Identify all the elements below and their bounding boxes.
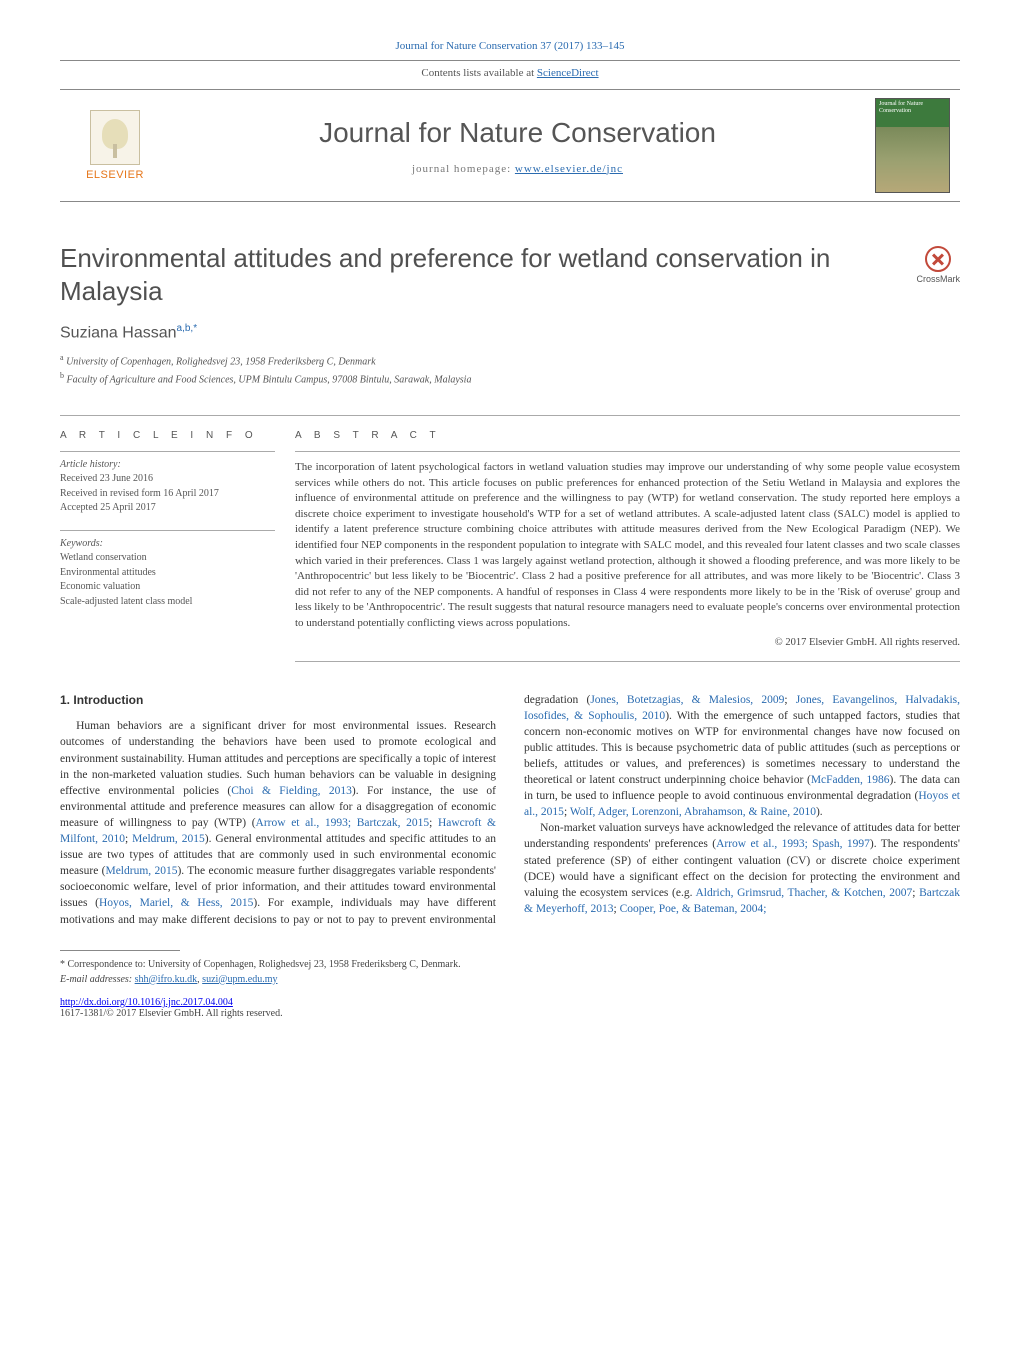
corr-text: Correspondence to: University of Copenha… [68, 959, 461, 970]
aff-marker-a: a [60, 353, 64, 362]
footnote-rule [60, 950, 180, 951]
cover-thumb-image [876, 127, 949, 192]
sciencedirect-link[interactable]: ScienceDirect [537, 67, 599, 79]
journal-name: Journal for Nature Conservation [160, 117, 875, 149]
author-name[interactable]: Suziana Hassan [60, 324, 177, 341]
corr-marker: * [60, 959, 65, 970]
abstract-body: The incorporation of latent psychologica… [295, 461, 960, 629]
citation-line: Journal for Nature Conservation 37 (2017… [60, 40, 960, 52]
corresponding-author: * Correspondence to: University of Copen… [60, 957, 960, 972]
abstract-text: The incorporation of latent psychologica… [295, 451, 960, 662]
affiliation-a: a University of Copenhagen, Rolighedsvej… [60, 352, 960, 369]
keyword-3: Economic valuation [60, 580, 275, 595]
article-history: Article history: Received 23 June 2016 R… [60, 451, 275, 516]
abstract-column: A B S T R A C T The incorporation of lat… [295, 416, 960, 662]
history-revised: Received in revised form 16 April 2017 [60, 487, 275, 502]
doi-link[interactable]: http://dx.doi.org/10.1016/j.jnc.2017.04.… [60, 997, 233, 1008]
cite-arrow-spash[interactable]: Arrow et al., 1993; Spash, 1997 [716, 838, 870, 850]
crossmark-button[interactable]: CrossMark [916, 246, 960, 284]
history-received: Received 23 June 2016 [60, 472, 275, 487]
author-line: Suziana Hassana,b,* [60, 323, 960, 342]
section-1-heading: 1. Introduction [60, 692, 496, 709]
history-label: Article history: [60, 458, 275, 473]
crossmark-icon [925, 246, 951, 272]
section-title: Introduction [73, 693, 143, 707]
aff-text-a: University of Copenhagen, Rolighedsvej 2… [66, 357, 375, 368]
publisher-logo[interactable]: ELSEVIER [70, 110, 160, 181]
journal-cover-thumb[interactable]: Journal for Nature Conservation [875, 98, 950, 193]
aff-marker-b: b [60, 371, 64, 380]
cite-mcfadden-1986[interactable]: McFadden, 1986 [811, 774, 890, 786]
abstract-copyright: © 2017 Elsevier GmbH. All rights reserve… [295, 636, 960, 651]
paper-title: Environmental attitudes and preference f… [60, 242, 896, 307]
footnotes: * Correspondence to: University of Copen… [60, 957, 960, 987]
keyword-4: Scale-adjusted latent class model [60, 595, 275, 610]
contents-available-line: Contents lists available at ScienceDirec… [60, 67, 960, 79]
publisher-name: ELSEVIER [86, 169, 144, 181]
article-info-heading: A R T I C L E I N F O [60, 430, 275, 441]
affiliations: a University of Copenhagen, Rolighedsvej… [60, 352, 960, 387]
homepage-label: journal homepage: [412, 163, 515, 175]
cite-meldrum-2015b[interactable]: Meldrum, 2015 [105, 865, 177, 877]
email-line: E-mail addresses: shh@ifro.ku.dk, suzi@u… [60, 972, 960, 987]
email-label: E-mail addresses: [60, 974, 135, 985]
para-2: Non-market valuation surveys have acknow… [524, 820, 960, 917]
aff-text-b: Faculty of Agriculture and Food Sciences… [67, 374, 472, 385]
elsevier-tree-icon [90, 110, 140, 165]
email-link-2[interactable]: suzi@upm.edu.my [202, 974, 277, 985]
contents-prefix: Contents lists available at [421, 67, 536, 79]
keyword-1: Wetland conservation [60, 551, 275, 566]
keywords-label: Keywords: [60, 537, 275, 552]
abstract-heading: A B S T R A C T [295, 430, 960, 441]
affiliation-b: b Faculty of Agriculture and Food Scienc… [60, 370, 960, 387]
journal-homepage-link[interactable]: www.elsevier.de/jnc [515, 163, 623, 175]
history-accepted: Accepted 25 April 2017 [60, 501, 275, 516]
journal-block: Journal for Nature Conservation journal … [160, 117, 875, 175]
section-number: 1. [60, 693, 70, 707]
cover-thumb-title: Journal for Nature Conservation [876, 99, 949, 127]
masthead: ELSEVIER Journal for Nature Conservation… [60, 89, 960, 202]
journal-homepage-line: journal homepage: www.elsevier.de/jnc [160, 163, 875, 175]
body-text: 1. Introduction Human behaviors are a si… [60, 692, 960, 928]
cite-arrow-1993[interactable]: Arrow et al., 1993; Bartczak, 2015 [256, 817, 430, 829]
issn-copyright: 1617-1381/© 2017 Elsevier GmbH. All righ… [60, 1008, 960, 1019]
author-markers: a,b,* [177, 323, 198, 334]
cite-hoyos-2015[interactable]: Hoyos, Mariel, & Hess, 2015 [99, 897, 253, 909]
cite-jones-2009[interactable]: Jones, Botetzagias, & Malesios, 2009 [590, 694, 784, 706]
email-link-1[interactable]: shh@ifro.ku.dk [135, 974, 198, 985]
cite-wolf-2010[interactable]: Wolf, Adger, Lorenzoni, Abrahamson, & Ra… [570, 806, 816, 818]
cite-cooper-2004[interactable]: Cooper, Poe, & Bateman, 2004; [620, 903, 767, 915]
cite-aldrich-2007[interactable]: Aldrich, Grimsrud, Thacher, & Kotchen, 2… [695, 887, 912, 899]
top-rule [60, 60, 960, 61]
article-info-column: A R T I C L E I N F O Article history: R… [60, 416, 295, 662]
cite-choi-2013[interactable]: Choi & Fielding, 2013 [231, 785, 352, 797]
keyword-2: Environmental attitudes [60, 566, 275, 581]
keywords-block: Keywords: Wetland conservation Environme… [60, 530, 275, 610]
cite-meldrum-2015a[interactable]: Meldrum, 2015 [132, 833, 205, 845]
crossmark-label: CrossMark [916, 274, 960, 284]
